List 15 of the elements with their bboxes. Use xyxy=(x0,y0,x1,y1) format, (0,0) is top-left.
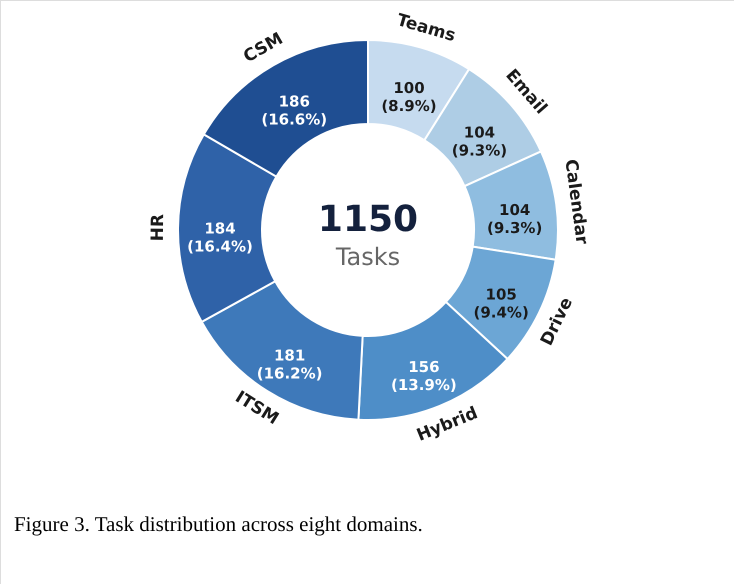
caption: Figure 3. Task distribution across eight domains. xyxy=(14,512,423,536)
data-label: 105 (9.4%) xyxy=(474,286,529,322)
text: 1150 xyxy=(318,199,418,240)
data-label: 104 (9.3%) xyxy=(487,201,542,238)
slice-label: Calendar xyxy=(560,158,592,246)
text: Tasks xyxy=(334,243,400,271)
data-label: 186 (16.6%) xyxy=(261,92,328,129)
data-label: 184 (16.4%) xyxy=(187,219,253,256)
slice-label: CSM xyxy=(240,28,287,68)
data-label: 104 (9.3%) xyxy=(452,124,508,160)
data-label: 181 (16.2%) xyxy=(256,346,322,383)
data-label: 156 (13.9%) xyxy=(390,358,457,394)
slice-label: Teams xyxy=(394,10,458,46)
data-label: 100 (8.9%) xyxy=(381,78,437,115)
slice-label: HR xyxy=(148,214,168,242)
